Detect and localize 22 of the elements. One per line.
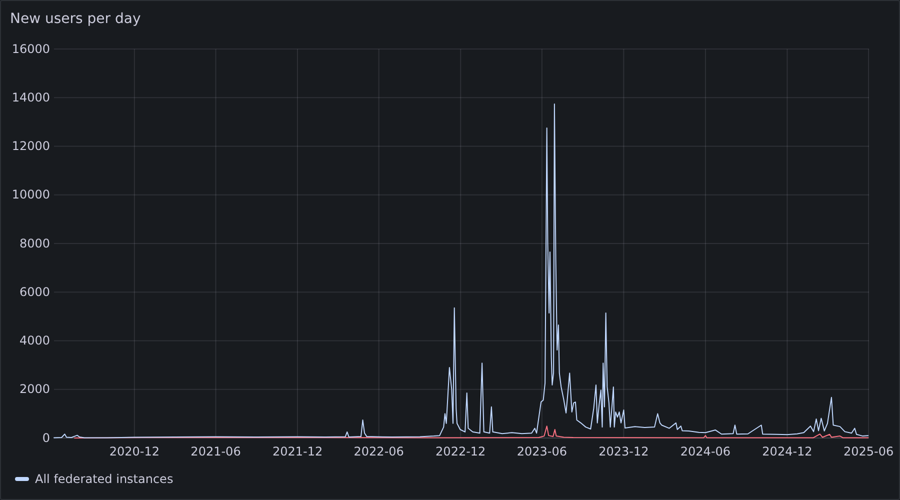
y-tick-label: 10000 (12, 188, 50, 202)
y-tick-label: 8000 (19, 236, 50, 250)
x-tick-label: 2023-12 (598, 444, 649, 459)
x-tick-label: 2022-12 (436, 444, 486, 459)
y-tick-label: 2000 (19, 382, 50, 396)
y-tick-label: 0 (42, 430, 50, 445)
x-tick-label: 2025-06 (843, 444, 894, 459)
x-tick-label: 2020-12 (109, 444, 160, 459)
x-tick-label: 2024-06 (680, 444, 731, 459)
x-tick-label: 2021-06 (190, 444, 241, 459)
x-tick-label: 2021-12 (272, 444, 323, 459)
y-tick-label: 4000 (19, 334, 50, 348)
chart-title: New users per day (10, 11, 141, 27)
legend-label: All federated instances (35, 472, 174, 486)
x-tick-label: 2023-06 (516, 444, 567, 459)
y-tick-label: 6000 (19, 284, 50, 299)
y-tick-label: 14000 (12, 90, 50, 104)
x-tick-label: 2022-06 (354, 444, 404, 459)
y-tick-label: 16000 (12, 42, 50, 56)
line-series (74, 426, 869, 438)
x-tick-label: 2024-12 (762, 444, 812, 459)
y-tick-label: 12000 (12, 139, 50, 154)
